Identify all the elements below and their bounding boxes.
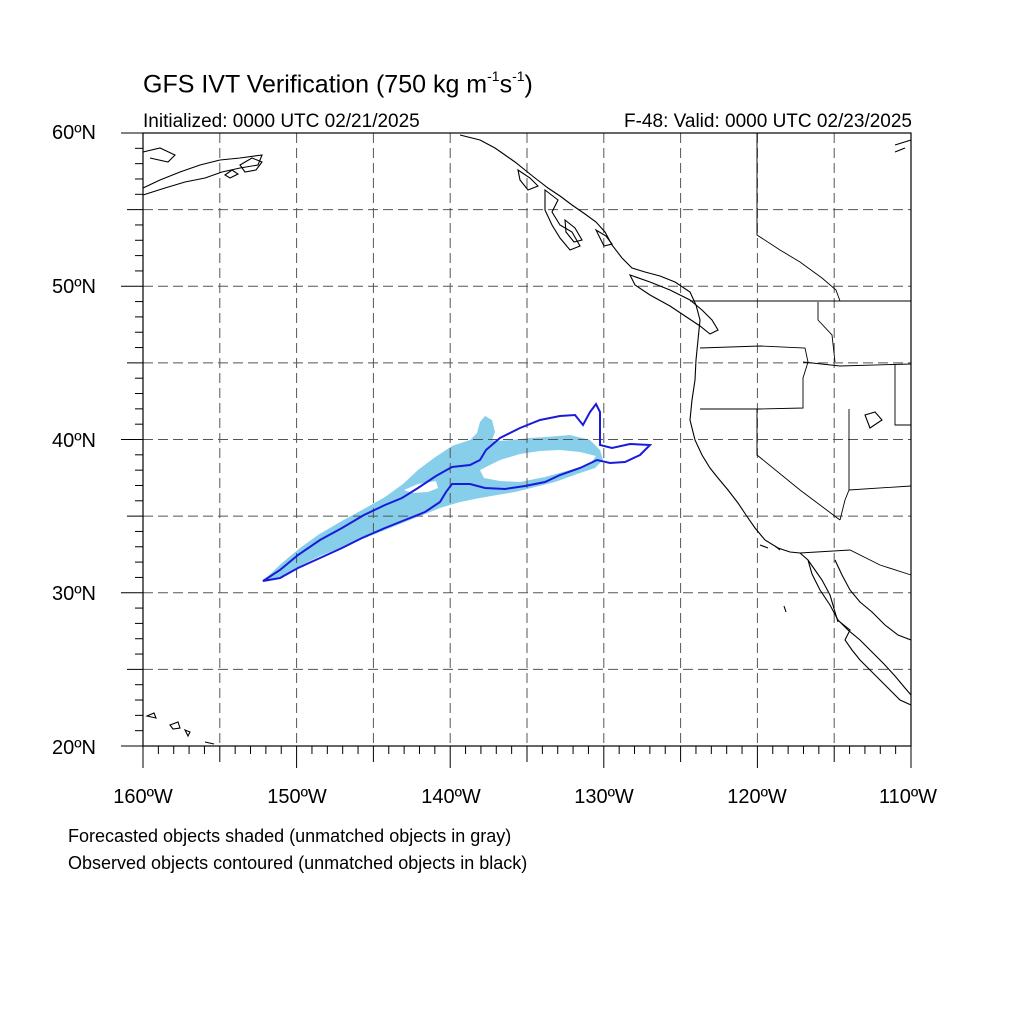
lon-label-120w: 120ºW [727, 786, 787, 808]
observed-ivt-contour [262, 402, 653, 582]
initialized-label: Initialized: 0000 UTC 02/21/2025 [143, 111, 420, 132]
coastlines [142, 134, 912, 745]
lon-label-140w: 140ºW [421, 786, 481, 808]
political-borders [690, 133, 912, 576]
forecast-ivt-shading [262, 416, 603, 582]
lat-label-20: 20ºN [52, 737, 96, 759]
lat-label-50: 50ºN [52, 276, 96, 298]
lat-label-30: 30ºN [52, 583, 96, 605]
chart-title: GFS IVT Verification (750 kg m-1s-1) [143, 68, 533, 99]
graticule-grid [143, 133, 911, 746]
caption-observed: Observed objects contoured (unmatched ob… [68, 853, 528, 873]
lon-label-160w: 160ºW [113, 786, 173, 808]
lon-label-130w: 130ºW [574, 786, 634, 808]
observed-object [262, 402, 653, 582]
forecast-object [262, 416, 603, 582]
axis-ticks [121, 132, 912, 768]
valid-label: F-48: Valid: 0000 UTC 02/23/2025 [624, 111, 912, 132]
lon-label-110w: 110ºW [878, 786, 938, 808]
caption-forecast: Forecasted objects shaded (unmatched obj… [68, 826, 512, 846]
lat-label-60: 60ºN [52, 122, 96, 144]
lon-label-150w: 150ºW [267, 786, 327, 808]
lat-label-40: 40ºN [52, 430, 96, 452]
